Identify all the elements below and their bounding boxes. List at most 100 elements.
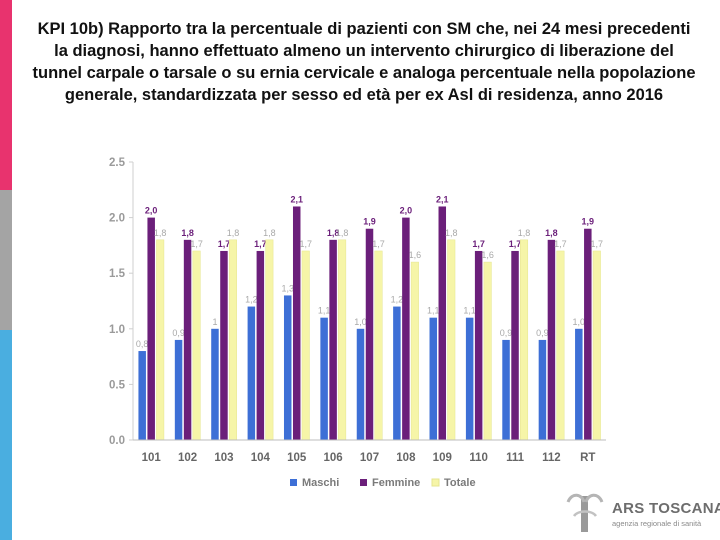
category-label: 111 bbox=[506, 452, 525, 464]
data-label: 1,2 bbox=[245, 295, 258, 305]
data-label: 1,9 bbox=[363, 217, 376, 227]
category-label: 107 bbox=[360, 452, 379, 464]
data-label: 1,7 bbox=[554, 239, 567, 249]
data-label: 1,8 bbox=[336, 228, 349, 238]
y-tick-label: 1.5 bbox=[109, 268, 126, 280]
legend-swatch-totale bbox=[431, 478, 440, 487]
bar-totale bbox=[374, 250, 383, 441]
data-label: 2,0 bbox=[400, 206, 413, 216]
decorative-stripe-gray bbox=[0, 190, 12, 330]
category-label: 105 bbox=[287, 452, 307, 464]
category-label: 110 bbox=[469, 452, 488, 464]
bar-totale bbox=[592, 250, 601, 441]
category-label: 108 bbox=[396, 452, 416, 464]
legend-label-femmine: Femmine bbox=[372, 477, 420, 489]
data-label: 1,1 bbox=[463, 306, 476, 316]
data-label: 1,7 bbox=[190, 239, 203, 249]
bar-totale bbox=[520, 239, 529, 441]
bar-maschi bbox=[247, 306, 256, 440]
logo-text: ARS TOSCANA bbox=[612, 500, 720, 517]
data-label: 1,9 bbox=[582, 217, 595, 227]
bar-totale bbox=[410, 261, 419, 441]
data-label: 0,8 bbox=[136, 339, 149, 349]
data-label: 1,7 bbox=[372, 239, 385, 249]
bar-femmine bbox=[547, 239, 556, 440]
data-label: 1 bbox=[212, 317, 217, 327]
bar-totale bbox=[483, 261, 492, 441]
bar-totale bbox=[156, 239, 165, 441]
category-label: 106 bbox=[324, 452, 343, 464]
category-label: RT bbox=[580, 452, 595, 464]
data-label: 1,8 bbox=[518, 228, 531, 238]
data-label: 2,1 bbox=[290, 194, 303, 204]
bar-femmine bbox=[584, 228, 592, 440]
bar-totale bbox=[301, 250, 310, 441]
bar-maschi bbox=[538, 339, 547, 440]
decorative-stripe-pink bbox=[0, 0, 12, 190]
data-label: 1,8 bbox=[154, 228, 167, 238]
decorative-stripe-blue bbox=[0, 330, 12, 540]
bar-maschi bbox=[283, 295, 292, 440]
bar-femmine bbox=[220, 250, 228, 440]
category-label: 103 bbox=[214, 452, 233, 464]
y-tick-label: 1.0 bbox=[109, 324, 125, 336]
bar-maschi bbox=[429, 317, 438, 440]
ars-emblem-icon bbox=[566, 493, 604, 532]
bar-femmine bbox=[365, 228, 374, 440]
bar-maschi bbox=[356, 328, 365, 440]
legend-label-maschi: Maschi bbox=[302, 477, 339, 489]
data-label: 1,8 bbox=[263, 228, 276, 238]
data-label: 1,8 bbox=[545, 228, 558, 238]
bar-femmine bbox=[329, 239, 337, 440]
category-label: 109 bbox=[433, 452, 452, 464]
data-label: 1,8 bbox=[181, 228, 194, 238]
category-label: 102 bbox=[178, 452, 197, 464]
data-label: 1,1 bbox=[427, 306, 440, 316]
data-label: 1,3 bbox=[281, 283, 294, 293]
bar-maschi bbox=[320, 317, 328, 440]
data-label: 1,7 bbox=[591, 239, 604, 249]
y-tick-label: 0.0 bbox=[109, 435, 125, 447]
bar-maschi bbox=[393, 306, 401, 440]
bar-totale bbox=[192, 250, 201, 441]
bar-maschi bbox=[174, 339, 183, 440]
y-tick-label: 2.5 bbox=[109, 157, 126, 169]
data-label: 1,0 bbox=[573, 317, 586, 327]
bar-femmine bbox=[402, 217, 410, 440]
bar-femmine bbox=[438, 206, 447, 440]
bar-totale bbox=[228, 239, 237, 441]
bar-femmine bbox=[183, 239, 192, 440]
data-label: 1,6 bbox=[481, 250, 494, 260]
bar-femmine bbox=[511, 250, 519, 440]
data-label: 1,7 bbox=[299, 239, 312, 249]
data-label: 1,8 bbox=[327, 228, 340, 238]
bar-femmine bbox=[256, 250, 265, 440]
bar-femmine bbox=[474, 250, 483, 440]
bar-femmine bbox=[147, 217, 155, 440]
bar-maschi bbox=[502, 339, 510, 440]
data-label: 1,8 bbox=[445, 228, 458, 238]
data-label: 0,9 bbox=[500, 328, 513, 338]
data-label: 1,8 bbox=[227, 228, 240, 238]
category-label: 104 bbox=[251, 452, 271, 464]
data-label: 1,1 bbox=[318, 306, 331, 316]
data-label: 1,6 bbox=[409, 250, 422, 260]
bar-totale bbox=[265, 239, 274, 441]
legend-swatch-maschi bbox=[290, 479, 297, 486]
data-label: 1,7 bbox=[254, 239, 267, 249]
data-label: 1,0 bbox=[354, 317, 367, 327]
data-label: 2,0 bbox=[145, 206, 158, 216]
data-label: 1,7 bbox=[472, 239, 485, 249]
legend-swatch-femmine bbox=[360, 479, 367, 486]
legend-label-totale: Totale bbox=[444, 477, 476, 489]
bar-maschi bbox=[211, 328, 219, 440]
bar-totale bbox=[447, 239, 456, 441]
bar-totale bbox=[338, 239, 347, 441]
bar-femmine bbox=[292, 206, 301, 440]
logo-subtext: agenzia regionale di sanità bbox=[612, 519, 702, 528]
data-label: 1,2 bbox=[391, 295, 404, 305]
data-label: 0,9 bbox=[536, 328, 549, 338]
ars-logo: ARS TOSCANA agenzia regionale di sanità bbox=[562, 490, 720, 536]
data-label: 1,7 bbox=[218, 239, 231, 249]
